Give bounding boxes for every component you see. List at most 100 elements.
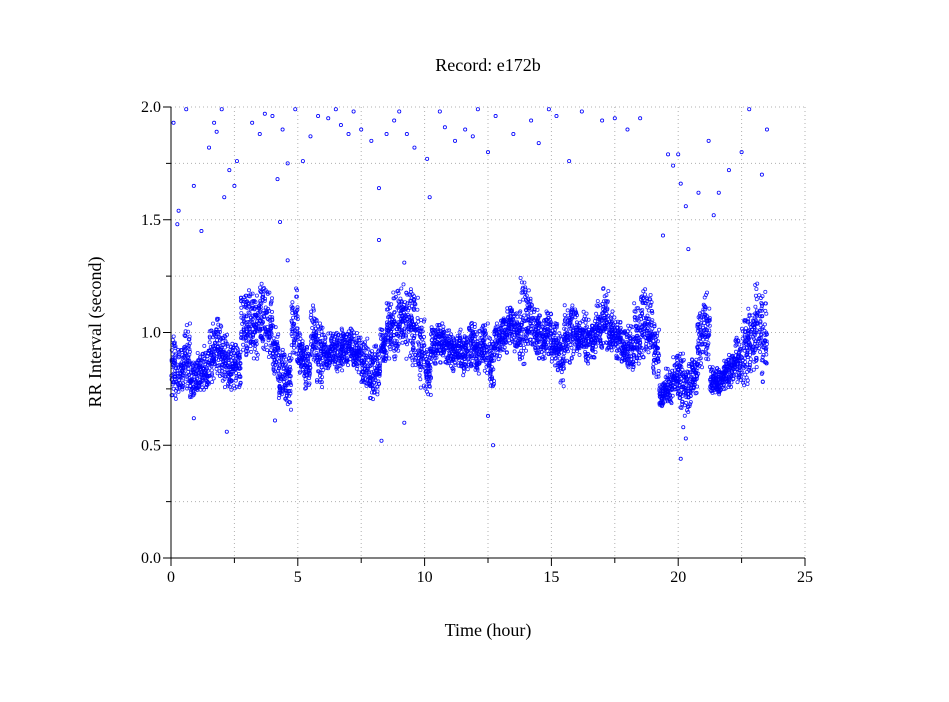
data-point — [550, 360, 553, 363]
data-point — [366, 337, 369, 340]
data-point — [259, 286, 262, 289]
data-point — [416, 308, 419, 311]
data-point — [745, 376, 748, 379]
data-point — [523, 314, 526, 317]
data-point — [252, 357, 255, 360]
data-point — [416, 296, 419, 299]
data-point — [495, 322, 498, 325]
data-point — [527, 289, 530, 292]
data-point — [578, 353, 581, 356]
data-point — [172, 335, 175, 338]
data-point — [196, 351, 199, 354]
data-point — [506, 310, 509, 313]
data-point — [392, 291, 395, 294]
data-point — [203, 344, 206, 347]
data-point — [485, 371, 488, 374]
data-point — [270, 310, 273, 313]
data-point — [211, 322, 214, 325]
data-point — [272, 337, 275, 340]
data-point — [291, 301, 294, 304]
data-point — [260, 282, 263, 285]
data-point — [637, 362, 640, 365]
data-point — [341, 369, 344, 372]
data-point — [610, 349, 613, 352]
data-point — [386, 343, 389, 346]
data-point — [689, 401, 692, 404]
data-point — [518, 300, 521, 303]
data-point — [212, 377, 215, 380]
data-point — [646, 306, 649, 309]
data-point — [566, 309, 569, 312]
data-point — [513, 350, 516, 353]
data-point — [708, 307, 711, 310]
data-point — [247, 289, 250, 292]
data-point — [311, 326, 314, 329]
data-point — [563, 304, 566, 307]
data-point — [736, 381, 739, 384]
data-point — [429, 360, 432, 363]
data-point — [304, 378, 307, 381]
data-point — [242, 348, 245, 351]
data-point — [477, 372, 480, 375]
data-point — [570, 346, 573, 349]
data-point — [700, 366, 703, 369]
data-point — [613, 316, 616, 319]
data-point — [705, 357, 708, 360]
data-point — [256, 357, 259, 360]
data-point — [516, 315, 519, 318]
data-point — [289, 408, 292, 411]
data-point — [320, 386, 323, 389]
data-point — [543, 352, 546, 355]
data-point — [270, 297, 273, 300]
data-point — [211, 380, 214, 383]
data-point — [521, 353, 524, 356]
data-point — [560, 371, 563, 374]
data-point — [658, 328, 661, 331]
data-point — [216, 372, 219, 375]
data-point — [188, 322, 191, 325]
data-point — [346, 364, 349, 367]
data-point — [419, 386, 422, 389]
data-point — [253, 347, 256, 350]
data-point — [550, 357, 553, 360]
data-point — [562, 385, 565, 388]
data-point — [575, 321, 578, 324]
data-point — [240, 312, 243, 315]
data-point — [185, 324, 188, 327]
data-point — [210, 369, 213, 372]
data-point — [355, 332, 358, 335]
data-point — [519, 276, 522, 279]
data-point — [400, 287, 403, 290]
data-point — [208, 341, 211, 344]
data-point — [647, 351, 650, 354]
data-point — [405, 357, 408, 360]
data-point — [647, 309, 650, 312]
data-point — [418, 374, 421, 377]
data-point — [520, 349, 523, 352]
data-point — [644, 288, 647, 291]
data-point — [267, 355, 270, 358]
data-point — [288, 354, 291, 357]
data-point — [240, 306, 243, 309]
data-point — [416, 317, 419, 320]
data-point — [419, 378, 422, 381]
data-point — [672, 356, 675, 359]
data-point — [649, 293, 652, 296]
data-point — [524, 349, 527, 352]
data-point — [265, 343, 268, 346]
data-point — [251, 292, 254, 295]
data-point — [595, 312, 598, 315]
data-point — [174, 397, 177, 400]
data-point — [683, 414, 686, 417]
data-point — [388, 357, 391, 360]
data-point — [318, 322, 321, 325]
data-point — [305, 386, 308, 389]
data-point — [285, 358, 288, 361]
data-point — [546, 349, 549, 352]
data-point — [607, 290, 610, 293]
data-point — [250, 350, 253, 353]
data-point — [498, 354, 501, 357]
data-point — [311, 304, 314, 307]
data-point — [402, 283, 405, 286]
